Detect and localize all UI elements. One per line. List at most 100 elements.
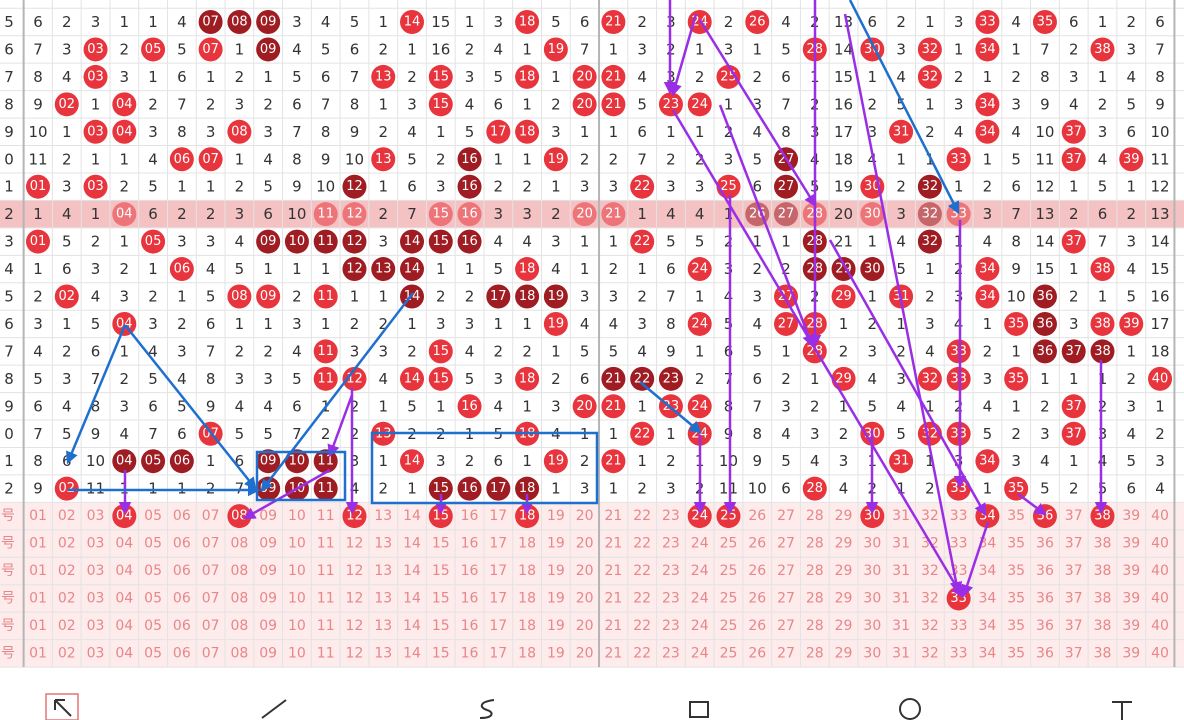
cell: 1 (551, 178, 561, 196)
ball-number: 16 (461, 399, 478, 414)
ball (198, 37, 223, 62)
cell: 11 (317, 536, 335, 552)
rect-tool[interactable] (689, 701, 709, 718)
cell: 3 (954, 13, 964, 31)
cell: 37 (1065, 618, 1083, 634)
cell: 1 (494, 315, 504, 333)
circle-tool[interactable] (899, 698, 921, 720)
cell: 05 (144, 645, 162, 661)
ball-number: 16 (461, 207, 478, 222)
cell: 12 (346, 563, 364, 579)
cell: 3 (551, 397, 561, 415)
cell: 6 (494, 452, 504, 470)
text-tool[interactable] (1112, 701, 1132, 720)
ball-number: 07 (202, 15, 219, 30)
cell: 16 (1150, 288, 1169, 306)
ball-number: 21 (605, 69, 622, 84)
cell: 16 (461, 536, 479, 552)
ball (1148, 366, 1173, 391)
cell: 4 (637, 342, 647, 360)
ball-number: 25 (720, 179, 737, 194)
cell: 2 (724, 233, 734, 251)
cell: 3 (896, 205, 906, 223)
cell: 22 (633, 563, 651, 579)
cell: 21 (604, 508, 622, 524)
ball (313, 202, 338, 227)
cell: 25 (720, 590, 738, 606)
ball-number: 32 (922, 69, 939, 84)
ball-number: 31 (893, 454, 910, 469)
ball (112, 449, 137, 474)
cell: 05 (144, 536, 162, 552)
ball-number: 19 (548, 289, 565, 304)
cell: 2 (868, 95, 878, 113)
cell: 12 (1150, 178, 1169, 196)
cell: 1 (407, 315, 417, 333)
row-label: 6 (4, 315, 14, 333)
cell: 2 (1011, 68, 1021, 86)
cell: 3 (1155, 452, 1165, 470)
cell: 2 (465, 40, 475, 58)
cell: 3 (91, 13, 101, 31)
cell: 09 (259, 536, 277, 552)
cell: 4 (1098, 150, 1108, 168)
ball-number: 17 (490, 289, 507, 304)
line-tool[interactable] (261, 699, 287, 719)
ball-number: 03 (87, 69, 104, 84)
ball-number: 24 (691, 97, 708, 112)
cell: 7 (1040, 40, 1050, 58)
cell: 20 (576, 508, 594, 524)
ball-number: 19 (548, 316, 565, 331)
row-label: 2 (4, 205, 14, 223)
ball-number: 40 (1152, 371, 1169, 386)
ball (572, 92, 597, 117)
cell: 4 (522, 233, 532, 251)
cell: 05 (144, 618, 162, 634)
ball-number: 02 (58, 289, 75, 304)
cell: 3 (292, 13, 302, 31)
cell: 2 (1155, 425, 1165, 443)
ball-number: 11 (317, 234, 334, 249)
cell: 6 (637, 123, 647, 141)
cell: 6 (177, 425, 187, 443)
cell: 16 (461, 618, 479, 634)
arrow-tool[interactable] (45, 693, 79, 720)
cell: 1 (695, 288, 705, 306)
ball-number: 08 (231, 15, 248, 30)
cell: 35 (1007, 563, 1025, 579)
row-label: 4 (4, 260, 14, 278)
cell: 34 (978, 563, 996, 579)
cell: 13 (1035, 205, 1054, 223)
cell: 23 (662, 508, 680, 524)
cell: 16 (461, 645, 479, 661)
ball-number: 35 (1037, 15, 1054, 30)
cell: 1 (62, 123, 72, 141)
cell: 1 (983, 480, 993, 498)
cell: 6 (407, 178, 417, 196)
cell: 04 (115, 618, 133, 634)
ball-number: 05 (145, 42, 162, 57)
ball (313, 366, 338, 391)
cell: 38 (1094, 645, 1112, 661)
ball (457, 202, 482, 227)
cell: 1 (868, 288, 878, 306)
cell: 3 (494, 13, 504, 31)
cell: 39 (1122, 563, 1140, 579)
ball-number: 11 (317, 344, 334, 359)
cell: 10 (288, 645, 306, 661)
cell: 7 (33, 425, 43, 443)
ball-number: 20 (576, 399, 593, 414)
cell: 5 (321, 40, 331, 58)
cell: 02 (58, 590, 76, 606)
cell: 2 (752, 260, 762, 278)
cell: 1 (752, 233, 762, 251)
cell: 32 (921, 508, 939, 524)
ball (428, 366, 453, 391)
ball-number: 15 (433, 481, 450, 496)
ball-number: 19 (548, 454, 565, 469)
cell: 3 (896, 370, 906, 388)
ball-number: 11 (317, 289, 334, 304)
cell: 1 (983, 315, 993, 333)
curve-tool[interactable] (479, 699, 495, 719)
